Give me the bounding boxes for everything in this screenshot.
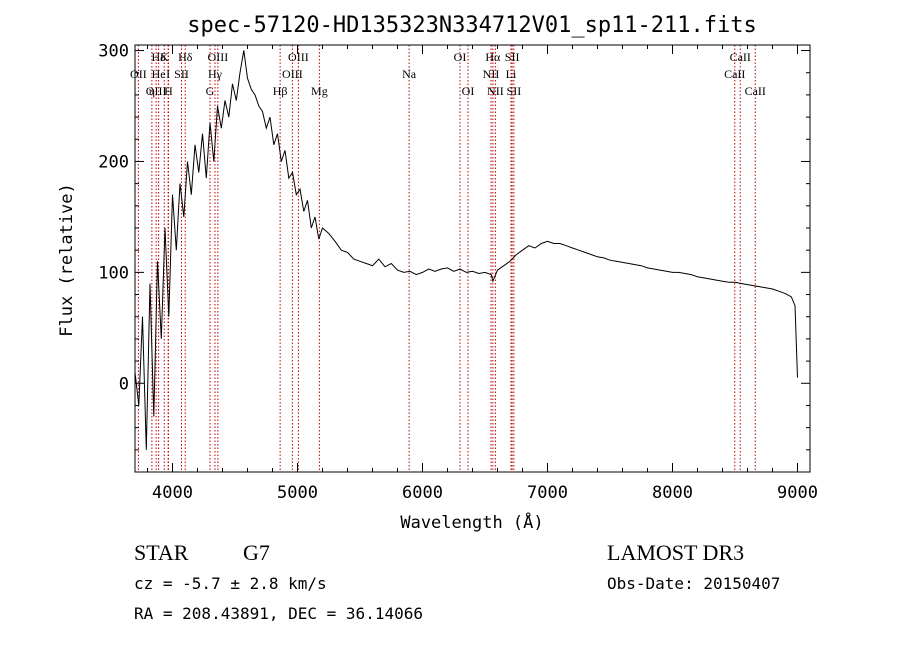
line-label: Mg xyxy=(311,84,328,98)
line-label: η xyxy=(149,84,155,98)
line-label: Na xyxy=(402,67,417,81)
line-label: Hβ xyxy=(273,84,288,98)
line-label: Li xyxy=(506,67,517,81)
line-label: SII xyxy=(174,67,189,81)
ra-dec-coordinates: RA = 208.43891, DEC = 36.14066 xyxy=(134,604,423,623)
line-label: Hδ xyxy=(178,50,193,64)
line-label: CaII xyxy=(724,67,745,81)
line-label: OI xyxy=(462,84,475,98)
line-label: I xyxy=(166,67,170,81)
line-label: OI xyxy=(454,50,467,64)
line-label: He xyxy=(152,67,166,81)
x-axis-label: Wavelength (Å) xyxy=(400,511,543,533)
line-label: K xyxy=(160,50,169,64)
object-class: STAR xyxy=(134,540,189,565)
line-label: NII xyxy=(483,67,500,81)
plot-frame xyxy=(134,44,811,473)
line-label: OIII xyxy=(208,50,229,64)
line-label: Hα xyxy=(485,50,501,64)
line-label: Hγ xyxy=(208,67,223,81)
x-tick-label: 7000 xyxy=(527,483,568,503)
line-label: CaII xyxy=(730,50,751,64)
y-tick-label: 300 xyxy=(98,42,129,62)
line-label: G xyxy=(206,84,215,98)
y-tick-label: 100 xyxy=(98,263,129,283)
y-axis-ticks: 0 100 200 300 xyxy=(98,42,810,451)
cz-value: cz = -5.7 ± 2.8 km/s xyxy=(134,574,327,593)
obs-date: Obs-Date: 20150407 xyxy=(607,574,781,593)
line-label: OIII xyxy=(288,50,309,64)
x-tick-label: 5000 xyxy=(277,483,318,503)
y-axis-label: Flux (relative) xyxy=(57,183,77,337)
spectrum-line xyxy=(134,50,798,450)
line-label: Hδ xyxy=(151,50,166,64)
line-label: NII xyxy=(487,84,504,98)
y-tick-label: 0 xyxy=(119,374,129,394)
y-tick-label: 200 xyxy=(98,152,129,172)
line-label: SII xyxy=(507,84,522,98)
chart-title: spec-57120-HD135323N334712V01_sp11-211.f… xyxy=(187,13,757,38)
line-markers xyxy=(137,45,756,472)
object-subclass: G7 xyxy=(243,540,270,565)
x-tick-label: 8000 xyxy=(652,483,693,503)
line-label: H xyxy=(164,84,173,98)
x-tick-label: 6000 xyxy=(402,483,443,503)
survey-name: LAMOST DR3 xyxy=(607,540,745,565)
line-label: OIII xyxy=(146,84,167,98)
x-axis-ticks: 4000 5000 6000 7000 8000 9000 xyxy=(147,45,818,503)
line-label: SII xyxy=(505,50,520,64)
line-label: CaII xyxy=(745,84,766,98)
x-tick-label: 4000 xyxy=(152,483,193,503)
line-label: OII xyxy=(130,67,147,81)
line-label: OIII xyxy=(282,67,303,81)
series-layer xyxy=(134,50,798,450)
x-tick-label: 9000 xyxy=(777,483,818,503)
